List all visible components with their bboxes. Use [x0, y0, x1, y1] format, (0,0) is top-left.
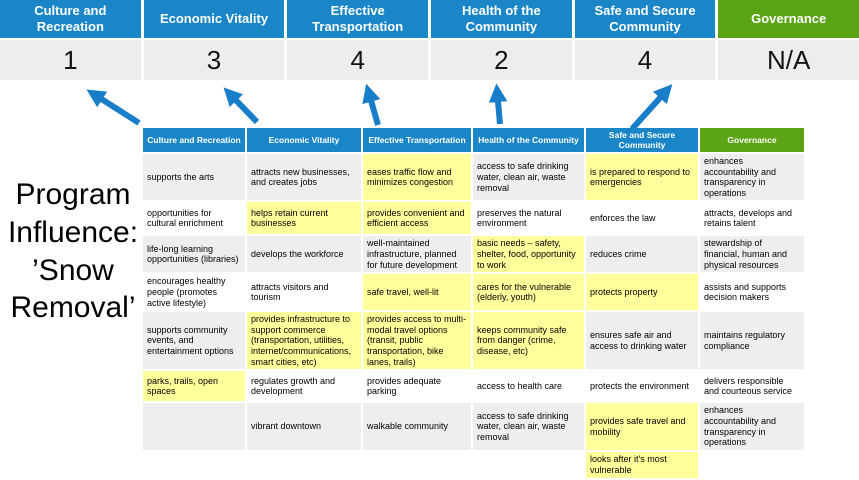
scoreboard-header: Health of the Community	[431, 0, 572, 38]
matrix-cell-highlighted: provides access to multi-modal travel op…	[363, 312, 471, 370]
matrix-cell: walkable community	[363, 403, 471, 450]
matrix-cell: enhances accountability and transparency…	[700, 403, 804, 450]
matrix-cell: attracts visitors and tourism	[247, 274, 361, 311]
matrix-row: vibrant downtown walkable community access…	[143, 403, 804, 450]
matrix-cell: stewardship of financial, human and phys…	[700, 236, 804, 273]
matrix-cell: maintains regulatory compliance	[700, 312, 804, 370]
matrix-column-header: Safe and Secure Community	[586, 128, 698, 152]
matrix-cell: reduces crime	[586, 236, 698, 273]
matrix-row: encourages healthy people (promotes acti…	[143, 274, 804, 311]
scoreboard-column: Economic Vitality 3	[143, 0, 285, 80]
matrix-cell: develops the workforce	[247, 236, 361, 273]
matrix-cell-highlighted: cares for the vulnerable (elderly, youth…	[473, 274, 584, 311]
matrix-row: life-long learning opportunities (librar…	[143, 236, 804, 273]
program-influence-label: Program Influence: ’Snow Removal’	[7, 178, 139, 325]
scoreboard-column: Health of the Community 2	[431, 0, 572, 80]
matrix-cell: regulates growth and development	[247, 371, 361, 402]
scoreboard-score: N/A	[718, 40, 859, 80]
matrix-column-header: Governance	[700, 128, 804, 152]
matrix-cell-highlighted: safe travel, well-lit	[363, 274, 471, 311]
scoreboard-header: Governance	[718, 0, 859, 38]
matrix-cell-highlighted: eases traffic flow and minimizes congest…	[363, 154, 471, 201]
matrix-row: supports the arts attracts new businesses…	[143, 154, 804, 201]
influence-arrow	[86, 89, 141, 126]
matrix-cell: access to health care	[473, 371, 584, 402]
scoreboard-score: 3	[143, 40, 285, 80]
matrix-cell: assists and supports decision makers	[700, 274, 804, 311]
matrix-cell: supports community events, and entertain…	[143, 312, 245, 370]
matrix-row: opportunities for cultural enrichment hel…	[143, 202, 804, 235]
matrix-cell-highlighted: parks, trails, open spaces	[143, 371, 245, 402]
influence-arrow	[629, 84, 673, 132]
scoreboard-column: Culture and Recreation 1	[0, 0, 141, 80]
matrix-cell-highlighted: keeps community safe from danger (crime,…	[473, 312, 584, 370]
influence-arrow	[362, 83, 381, 126]
matrix-cell: access to safe drinking water, clean air…	[473, 154, 584, 201]
matrix-cell: vibrant downtown	[247, 403, 361, 450]
scoreboard-header: Effective Transportation	[287, 0, 429, 38]
matrix-cell: attracts new businesses, and creates job…	[247, 154, 361, 201]
matrix-cell: life-long learning opportunities (librar…	[143, 236, 245, 273]
matrix-cell: well-maintained infrastructure, planned …	[363, 236, 471, 273]
matrix-cell-highlighted: provides convenient and efficient access	[363, 202, 471, 235]
matrix-cell: protects the environment	[586, 371, 698, 402]
scoreboard-score: 1	[0, 40, 141, 80]
matrix-cell: supports the arts	[143, 154, 245, 201]
matrix-column-header: Effective Transportation	[363, 128, 471, 152]
scoreboard-score: 2	[431, 40, 572, 80]
matrix-cell: delivers responsible and courteous servi…	[700, 371, 804, 402]
matrix-cell-highlighted: basic needs – safety, shelter, food, opp…	[473, 236, 584, 273]
matrix-cell: enhances accountability and transparency…	[700, 154, 804, 201]
matrix-header-row: Culture and Recreation Economic Vitality E…	[143, 128, 804, 152]
matrix-row: supports community events, and entertain…	[143, 312, 804, 370]
scoreboard-column: Safe and Secure Community 4	[574, 0, 716, 80]
scoreboard-column: Governance N/A	[718, 0, 859, 80]
matrix-column-header: Economic Vitality	[247, 128, 361, 152]
matrix-row: parks, trails, open spaces regulates grow…	[143, 371, 804, 402]
matrix-cell-highlighted: helps retain current businesses	[247, 202, 361, 235]
matrix-cell: opportunities for cultural enrichment	[143, 202, 245, 235]
scoreboard: Culture and Recreation 1 Economic Vitality…	[0, 0, 859, 80]
scoreboard-score: 4	[574, 40, 716, 80]
matrix-cell: preserves the natural environment	[473, 202, 584, 235]
matrix-cell-highlighted: protects property	[586, 274, 698, 311]
matrix-cell: attracts, develops and retains talent	[700, 202, 804, 235]
scoreboard-score: 4	[287, 40, 429, 80]
matrix-cell-highlighted: is prepared to respond to emergencies	[586, 154, 698, 201]
matrix-column-header: Culture and Recreation	[143, 128, 245, 152]
matrix-cell: provides adequate parking	[363, 371, 471, 402]
influence-arrow	[488, 83, 508, 125]
influence-arrow	[223, 87, 260, 125]
matrix-cell: enforces the law	[586, 202, 698, 235]
scoreboard-header: Culture and Recreation	[0, 0, 141, 38]
matrix-column-header: Health of the Community	[473, 128, 584, 152]
matrix-cell-highlighted: provides safe travel and mobility	[586, 403, 698, 450]
scoreboard-header: Economic Vitality	[143, 0, 285, 38]
influence-arrows	[86, 83, 673, 132]
scoreboard-column: Effective Transportation 4	[287, 0, 429, 80]
matrix-cell-highlighted: provides infrastructure to support comme…	[247, 312, 361, 370]
scoreboard-header: Safe and Secure Community	[574, 0, 716, 38]
influence-matrix: Culture and Recreation Economic Vitality E…	[141, 126, 806, 480]
matrix-cell	[143, 403, 245, 450]
matrix-cell: access to safe drinking water, clean air…	[473, 403, 584, 450]
matrix-cell: encourages healthy people (promotes acti…	[143, 274, 245, 311]
matrix-cell: ensures safe air and access to drinking …	[586, 312, 698, 370]
